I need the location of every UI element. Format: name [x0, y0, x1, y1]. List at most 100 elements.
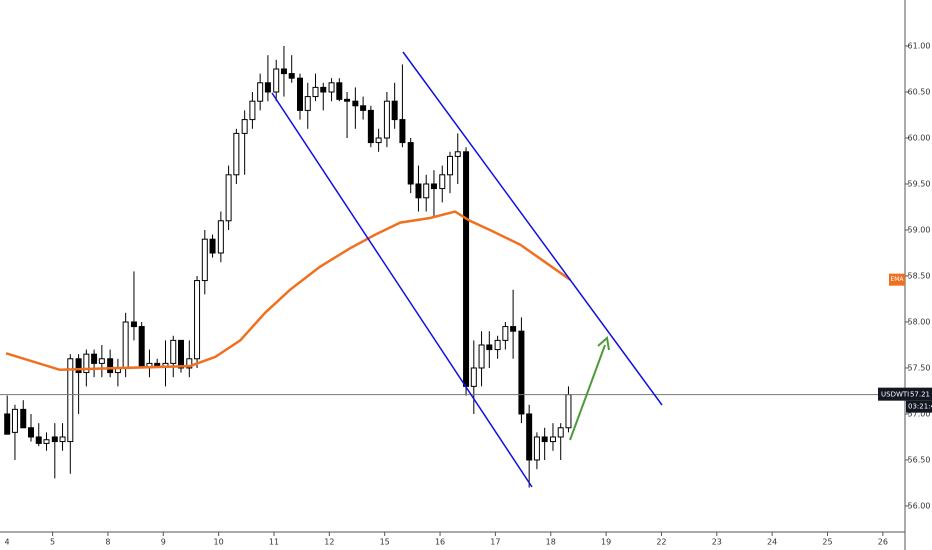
candle-body [541, 436, 548, 443]
x-tick-label: 8 [105, 538, 110, 547]
candle-body [360, 105, 367, 111]
x-tick-label: 16 [435, 538, 445, 547]
candle-body [264, 82, 271, 93]
y-tick-label: 59.50 [908, 179, 931, 188]
price-tag [878, 387, 932, 401]
candle-body [430, 183, 437, 190]
candle-body [257, 82, 264, 102]
candle-body [320, 86, 327, 93]
candle-body [51, 436, 58, 443]
candle-body [439, 174, 446, 190]
candle-body [273, 68, 280, 93]
ema-line [5, 210, 571, 372]
candle-body [518, 330, 525, 415]
candle-body [178, 339, 184, 369]
candle-body [20, 408, 27, 429]
x-tick-label: 4 [4, 538, 9, 547]
countdown-tag [906, 400, 932, 413]
candle-body [533, 436, 540, 461]
x-tick-label: 5 [50, 538, 55, 547]
arrow-head [597, 336, 610, 351]
x-tick-label: 15 [380, 538, 390, 547]
x-tick-label: 22 [656, 538, 666, 547]
candle-body [288, 73, 295, 79]
price-tag-value: 57.21 [910, 391, 930, 399]
candle-body [249, 100, 256, 121]
candle-body [4, 413, 11, 435]
candle-body [383, 100, 390, 139]
candle-body [209, 238, 216, 254]
x-tick-label: 12 [324, 538, 334, 547]
candle-body [478, 344, 485, 369]
candle-body [241, 119, 248, 134]
y-tick-label: 58.50 [908, 271, 931, 280]
candle-body [11, 408, 18, 433]
series-tag [889, 273, 905, 286]
y-tick-label: 57.50 [908, 363, 931, 372]
candle-body [447, 155, 454, 176]
candle-body [59, 436, 66, 443]
candle-body [486, 344, 493, 351]
candle-body [194, 280, 201, 360]
candle-body [344, 98, 351, 102]
x-tick-label: 23 [712, 538, 722, 547]
candle-body [526, 413, 533, 461]
candle-body [352, 100, 359, 107]
candle-body [415, 183, 422, 199]
countdown: 03:21:4 [908, 403, 932, 411]
x-tick-label: 25 [822, 538, 832, 547]
x-tick-label: 24 [767, 538, 777, 547]
x-tick-label: 26 [878, 538, 888, 547]
candle-body [391, 100, 398, 121]
candle-body [328, 82, 335, 93]
candle-body [27, 427, 34, 438]
candle-body [510, 326, 517, 332]
candle-body [423, 183, 430, 199]
axes: 56.00 56.50 57.00 57.50 58.00 58.50 59.00 59.50… [4, 41, 932, 547]
candle-body [367, 109, 374, 144]
candle-body [98, 358, 105, 364]
candle-body [35, 436, 42, 444]
candle-body [107, 358, 114, 374]
y-tick-label: 61.00 [908, 41, 931, 50]
x-tick-label: 19 [601, 538, 611, 547]
candle-body [375, 137, 382, 144]
candle-body [407, 142, 414, 185]
candle-body [83, 353, 90, 374]
x-tick-label: 11 [269, 538, 279, 547]
candle-body [557, 427, 564, 438]
candle-body [502, 326, 509, 341]
candle-body [336, 82, 343, 100]
series-tag-label: EMA [890, 276, 904, 283]
candle-body [186, 358, 193, 369]
x-tick-label: 18 [546, 538, 556, 547]
x-tick-label: 10 [214, 538, 224, 547]
channel-line [402, 51, 663, 406]
candle-body [399, 119, 406, 144]
plot [0, 45, 905, 488]
channel-line [271, 92, 533, 488]
y-tick-label: 60.50 [908, 87, 931, 96]
candle-body [122, 321, 129, 369]
candle-body [225, 174, 232, 222]
candle-body [130, 321, 137, 328]
candle-body [454, 151, 461, 157]
candle-body [494, 339, 501, 351]
candle-body [280, 68, 287, 75]
x-tick-label: 9 [161, 538, 166, 547]
candle-body [217, 220, 224, 254]
y-tick-label: 57.00 [908, 409, 931, 418]
candle-body [91, 353, 98, 364]
candle-body [312, 86, 319, 98]
y-tick-label: 59.00 [908, 225, 931, 234]
candle-body [138, 326, 145, 369]
y-tick-label: 56.50 [908, 455, 931, 464]
price-tag-symbol: USDWTI [881, 391, 909, 399]
y-tick-label: 58.00 [908, 317, 931, 326]
candle-body [565, 394, 572, 429]
y-tick-label: 60.00 [908, 133, 931, 142]
x-tick-label: 17 [490, 538, 500, 547]
candle-body [170, 339, 177, 364]
candle-body [463, 151, 470, 387]
